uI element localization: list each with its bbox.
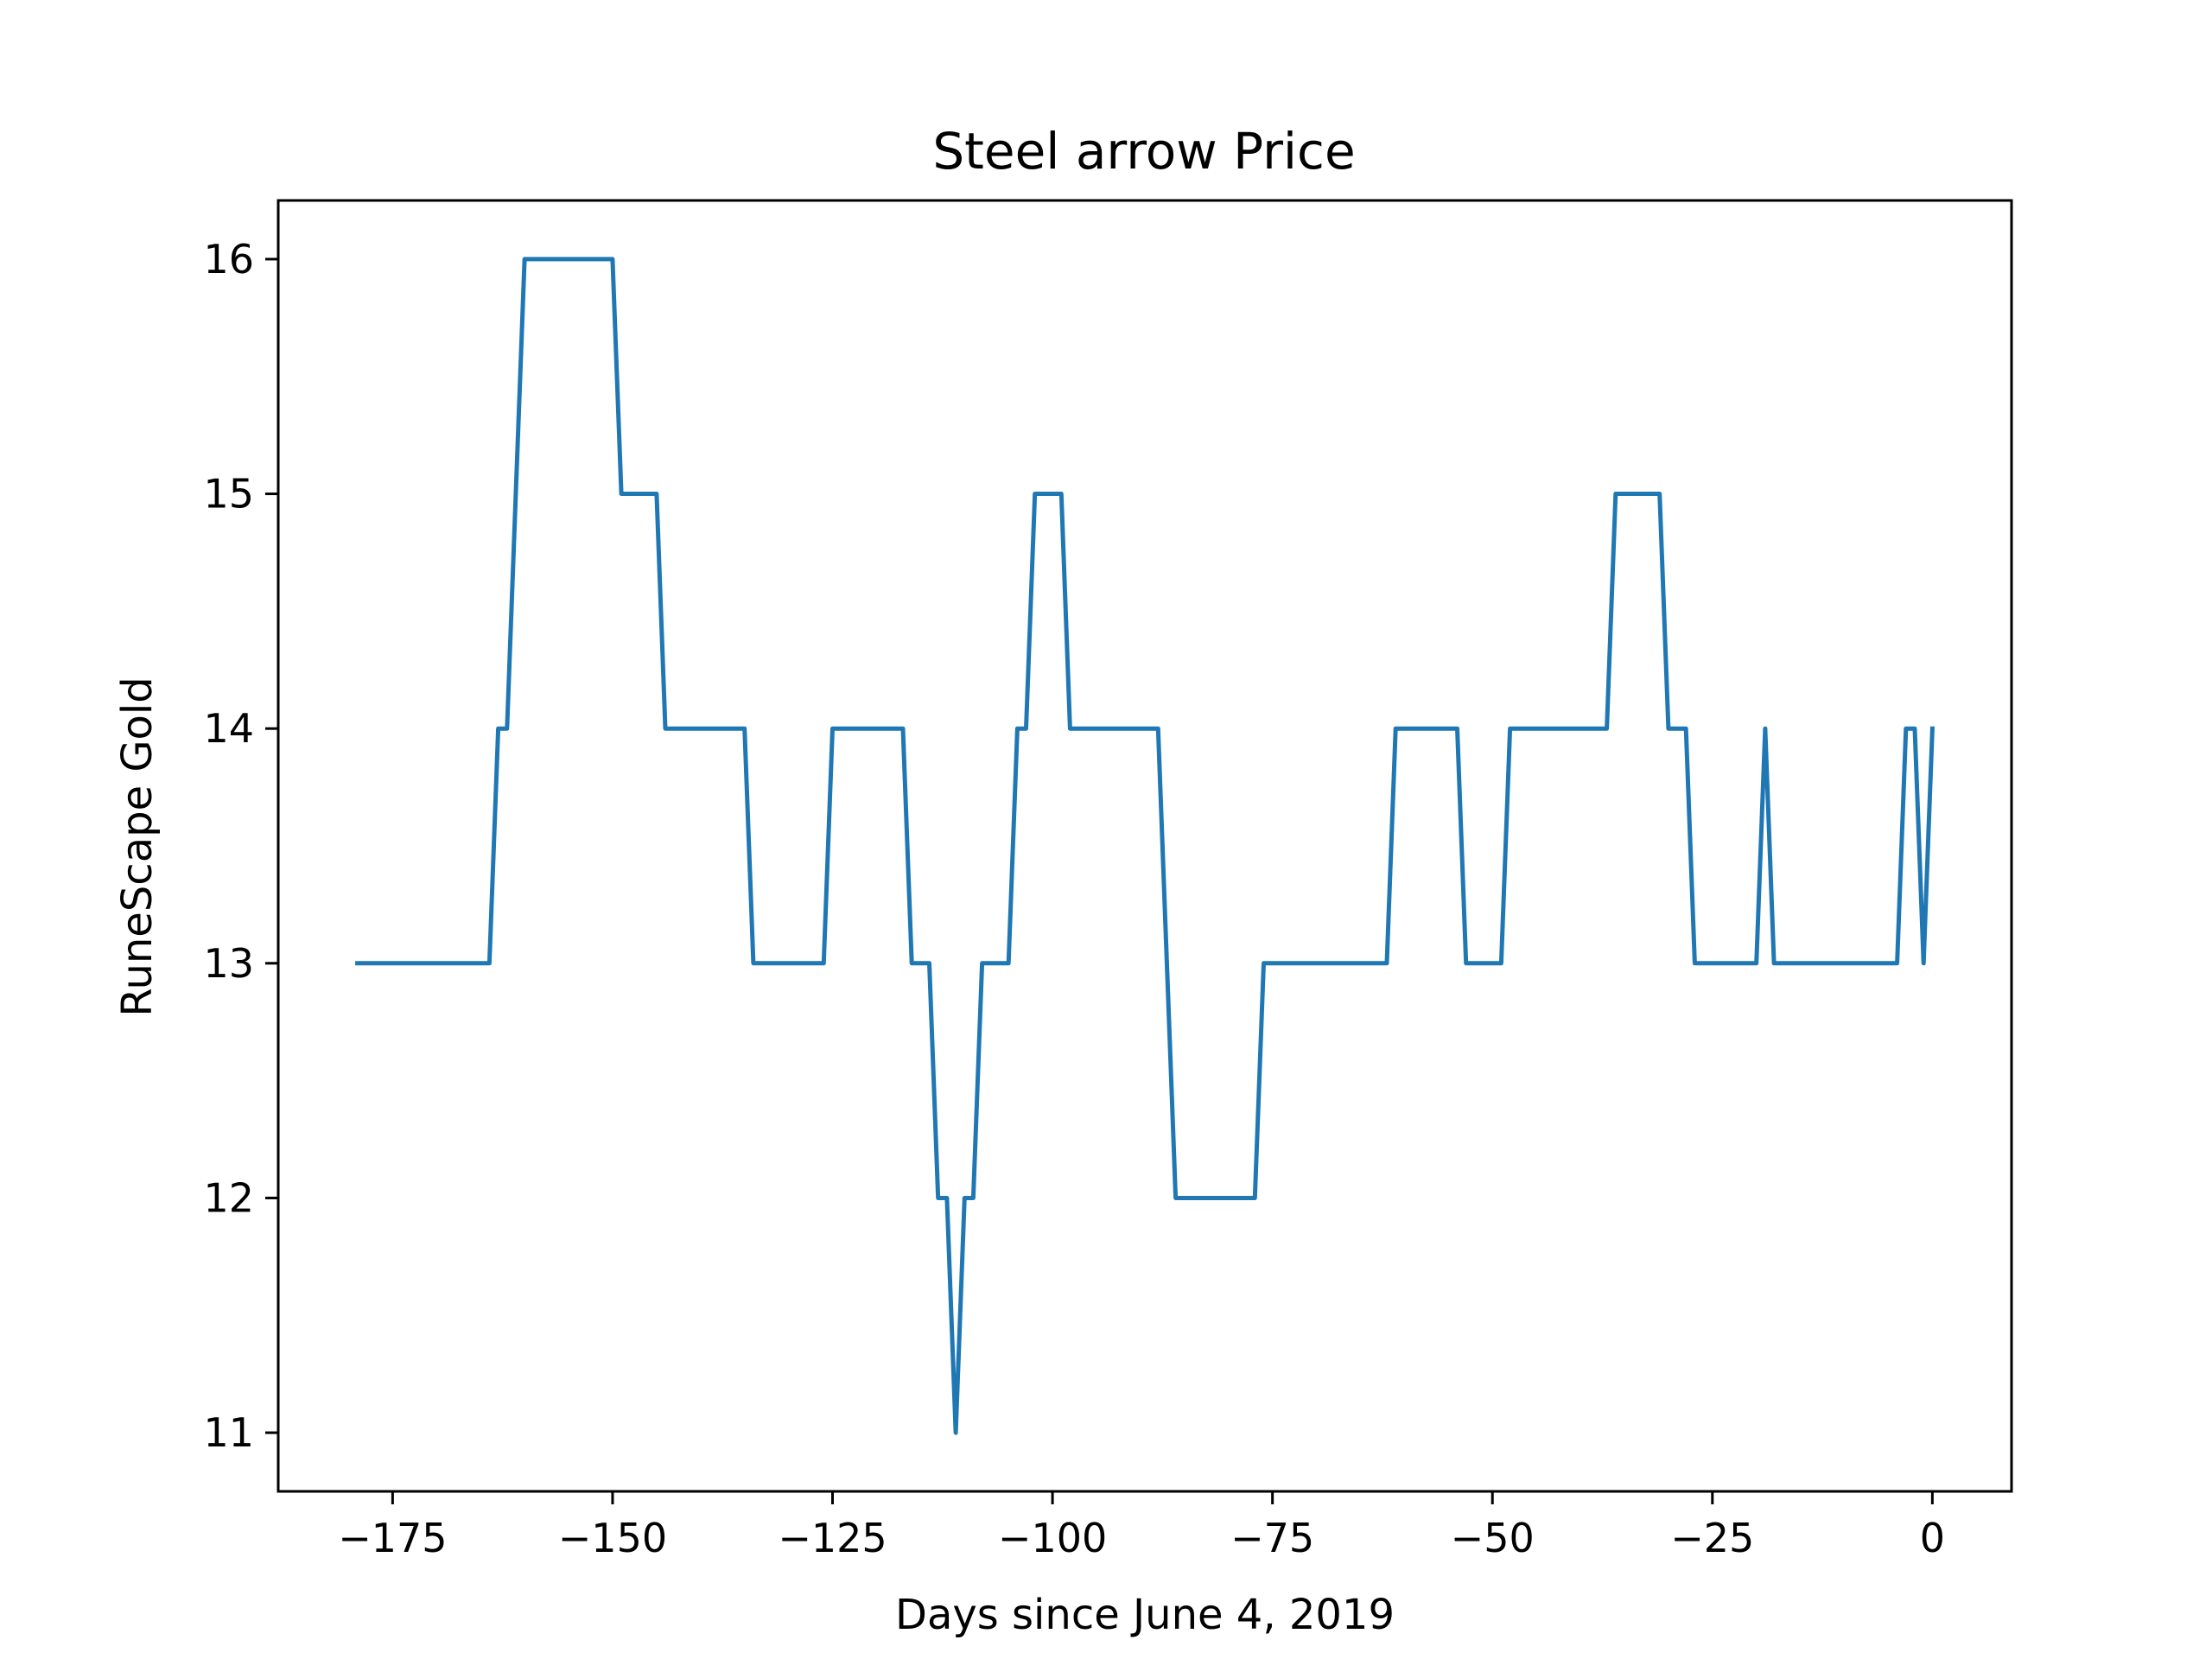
x-tick-label: −175	[338, 1515, 447, 1561]
y-tick-label: 13	[203, 940, 254, 987]
price-line-series	[355, 257, 1935, 1435]
x-tick-label: −150	[558, 1515, 667, 1561]
y-tick-label: 11	[203, 1409, 254, 1456]
plot-frame	[276, 199, 2013, 1493]
x-tick-label: −75	[1230, 1515, 1314, 1561]
x-tick-label: −100	[998, 1515, 1107, 1561]
y-tick-label: 16	[203, 236, 254, 283]
y-tick-label: 12	[203, 1174, 254, 1221]
x-axis-label: Days since June 4, 2019	[895, 1591, 1395, 1639]
x-tick-label: −125	[778, 1515, 887, 1561]
y-axis: 11 12 13 14 15 16	[203, 236, 278, 1456]
x-tick-label: −25	[1670, 1515, 1754, 1561]
y-tick-label: 14	[203, 705, 254, 752]
x-axis: −175 −150 −125 −100 −75 −50 −25 0	[338, 1491, 1945, 1561]
x-tick-label: −50	[1451, 1515, 1535, 1561]
y-axis-label: RuneScape Gold	[113, 677, 162, 1016]
chart-title: Steel arrow Price	[932, 122, 1355, 181]
y-tick-label: 15	[203, 471, 254, 518]
x-tick-label: 0	[1920, 1515, 1945, 1561]
